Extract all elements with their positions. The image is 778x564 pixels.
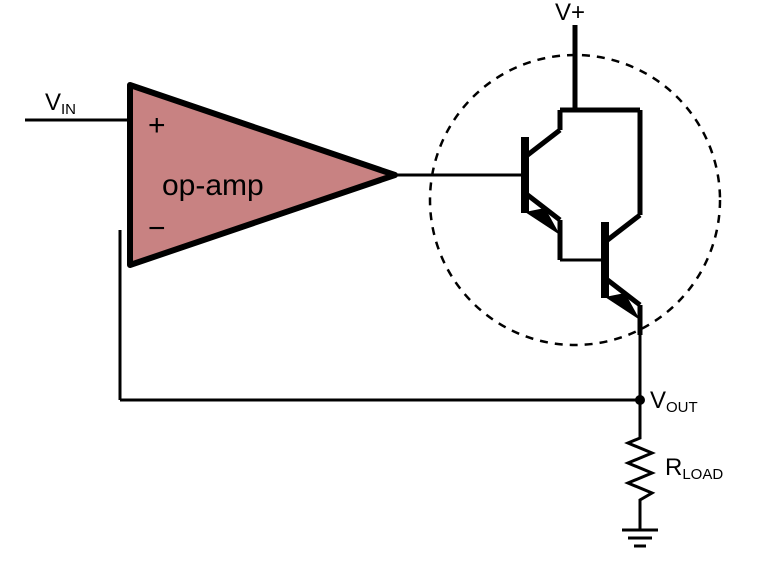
- transistor-q2: [560, 200, 640, 320]
- opamp-label: op-amp: [162, 169, 264, 202]
- vplus-label: V+: [555, 0, 585, 26]
- opamp-plus: +: [148, 109, 166, 142]
- load-resistor: [628, 430, 652, 505]
- opamp-minus: −: [148, 212, 166, 245]
- rload-label: RLOAD: [665, 454, 723, 483]
- transistor-q1: [480, 110, 560, 235]
- vin-label: VIN: [45, 89, 76, 118]
- vout-label: VOUT: [650, 387, 698, 416]
